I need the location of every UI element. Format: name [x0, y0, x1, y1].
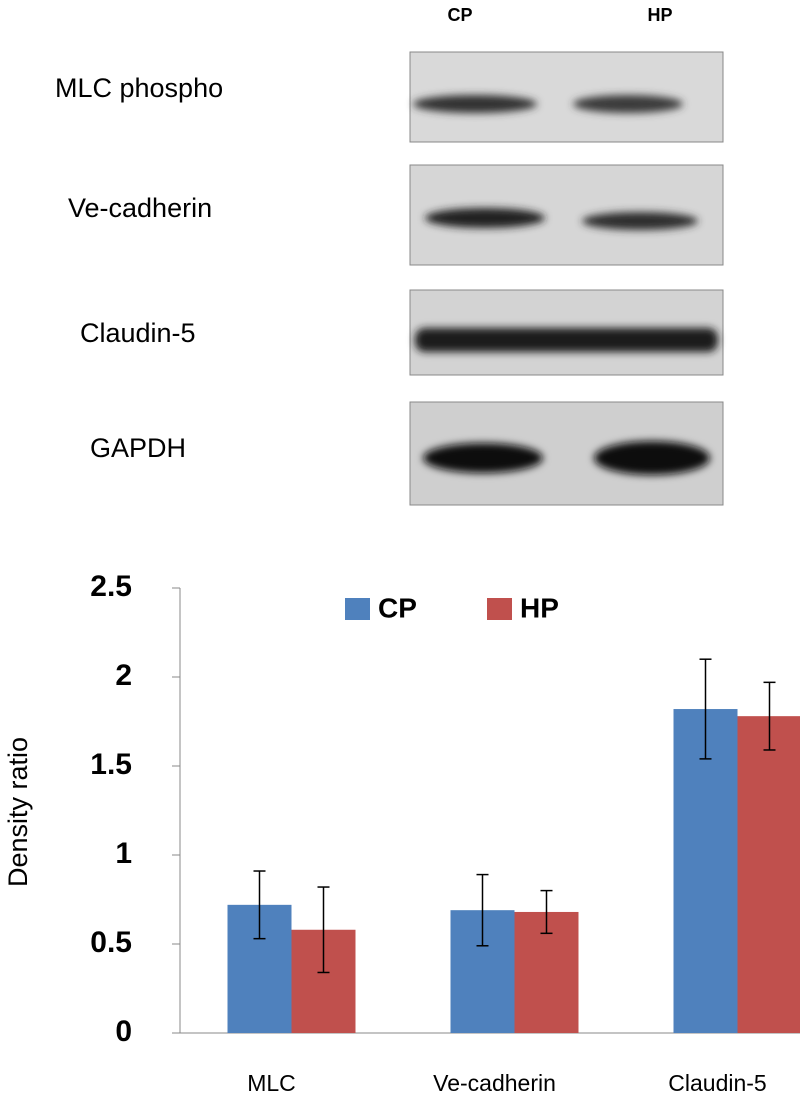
- legend-label: CP: [378, 592, 417, 623]
- blot-band: [425, 208, 545, 228]
- blot-band: [415, 328, 718, 352]
- y-tick-label: 0.5: [90, 926, 132, 959]
- x-tick-label: Ve-cadherin: [433, 1070, 556, 1096]
- y-tick-label: 1.5: [90, 748, 132, 781]
- blot-row-label: GAPDH: [90, 433, 186, 463]
- blot-row-label: Ve-cadherin: [68, 193, 212, 223]
- legend-label: HP: [520, 592, 559, 623]
- lane-label: HP: [647, 5, 672, 25]
- western-blot: CP HP MLC phospho Ve-cadherin Claudin-5 …: [55, 5, 724, 506]
- blot-row-label: Claudin-5: [80, 318, 196, 348]
- x-tick-label: MLC: [247, 1070, 296, 1096]
- bar: [673, 709, 738, 1033]
- blot-band: [573, 95, 683, 113]
- blot-band: [413, 95, 537, 113]
- y-tick-label: 2: [115, 659, 132, 692]
- blot-band: [582, 212, 698, 230]
- y-tick-label: 2.5: [90, 570, 132, 603]
- y-axis-label: Density ratio: [3, 737, 33, 887]
- blot-band: [423, 443, 543, 473]
- blot-band: [594, 441, 710, 475]
- y-tick-label: 1: [115, 837, 132, 870]
- x-tick-label: Claudin-5: [668, 1070, 766, 1096]
- legend-swatch: [487, 598, 512, 620]
- y-tick-label: 0: [115, 1015, 132, 1048]
- legend-swatch: [345, 598, 370, 620]
- lane-label: CP: [447, 5, 472, 25]
- bar: [737, 716, 800, 1033]
- blot-row-label: MLC phospho: [55, 73, 223, 103]
